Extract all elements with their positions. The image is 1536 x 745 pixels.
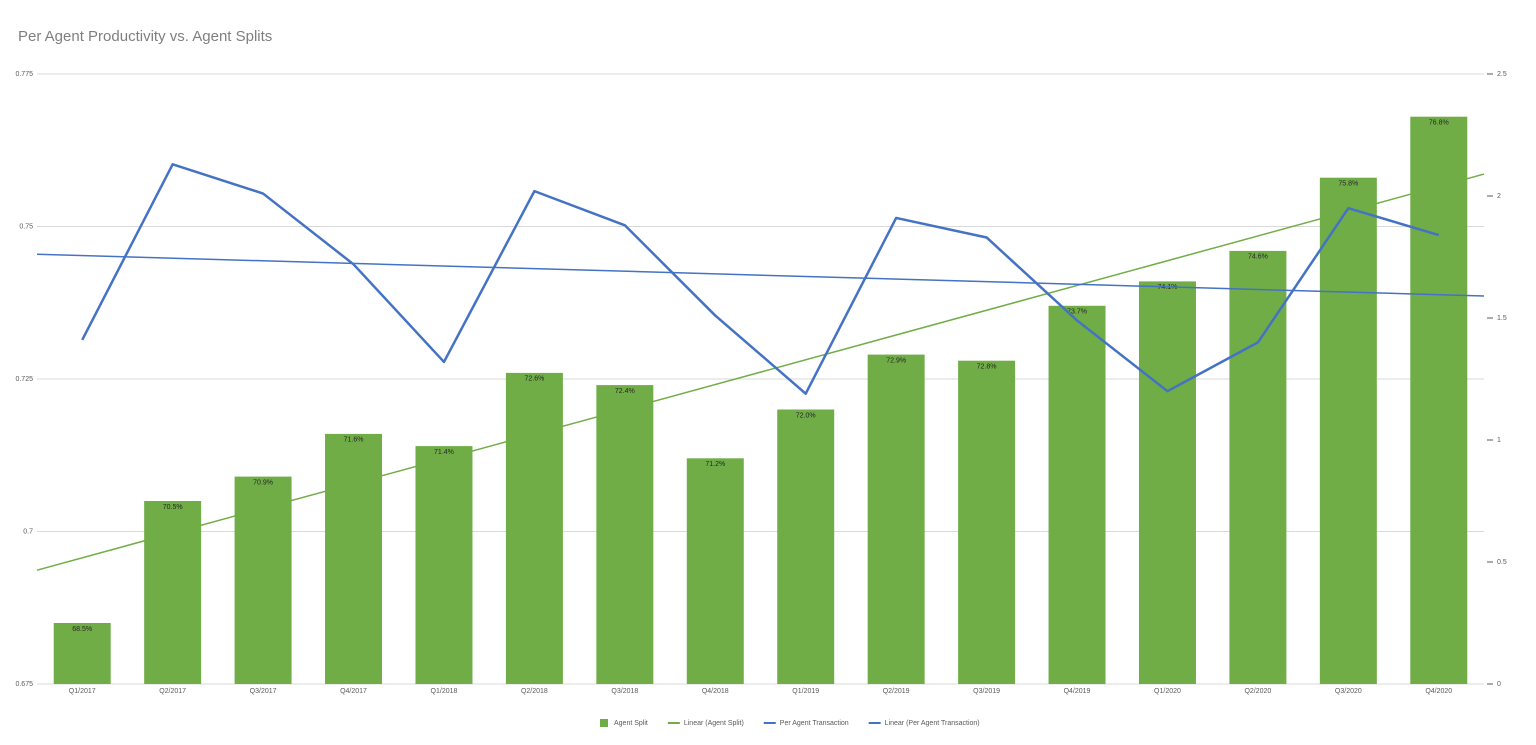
bar: [686, 458, 744, 684]
y2-tick-label: 1: [1497, 437, 1501, 444]
bar: [1229, 250, 1287, 684]
x-tick-label: Q3/2018: [611, 688, 638, 695]
x-tick-label: Q1/2018: [431, 688, 458, 695]
y-tick-label: 0.75: [19, 223, 33, 230]
data-label: 74.1%: [1158, 284, 1178, 291]
bar: [1048, 305, 1106, 684]
data-label: 71.4%: [434, 449, 454, 456]
trendline: [36, 253, 1485, 297]
x-tick-label: Q3/2020: [1335, 688, 1362, 695]
legend-label: Linear (Per Agent Transaction): [885, 720, 980, 727]
y2-tick-label: 2.5: [1497, 71, 1507, 78]
x-tick-label: Q4/2019: [1064, 688, 1091, 695]
bar: [144, 501, 202, 684]
data-label: 72.0%: [796, 412, 816, 419]
data-label: 72.6%: [524, 376, 544, 383]
bar: [1410, 116, 1468, 684]
bar: [505, 372, 563, 684]
x-tick-label: Q3/2017: [250, 688, 277, 695]
trendline: [36, 173, 1485, 571]
y2-tick-label: 2: [1497, 193, 1501, 200]
x-tick-label: Q1/2019: [792, 688, 819, 695]
legend-swatch: [600, 719, 608, 727]
y2-tick-label: 0: [1497, 681, 1501, 688]
x-tick-label: Q2/2019: [883, 688, 910, 695]
y2-tick-label: 0.5: [1497, 559, 1507, 566]
data-label: 71.2%: [705, 461, 725, 468]
data-label: 72.4%: [615, 388, 635, 395]
data-label: 70.5%: [163, 504, 183, 511]
x-tick-label: Q2/2020: [1244, 688, 1271, 695]
legend-label: Agent Split: [614, 720, 648, 727]
legend-label: Per Agent Transaction: [780, 720, 849, 727]
bar: [234, 476, 292, 684]
y2-tick-label: 1.5: [1497, 315, 1507, 322]
y-tick-label: 0.725: [15, 376, 33, 383]
x-tick-label: Q1/2017: [69, 688, 96, 695]
bar: [1138, 281, 1196, 684]
data-label: 74.6%: [1248, 254, 1268, 261]
data-label: 72.8%: [977, 364, 997, 371]
bar: [53, 623, 111, 684]
x-tick-label: Q4/2017: [340, 688, 367, 695]
x-tick-label: Q4/2018: [702, 688, 729, 695]
x-tick-label: Q3/2019: [973, 688, 1000, 695]
line: [81, 163, 1440, 395]
y-tick-label: 0.675: [15, 681, 33, 688]
x-tick-label: Q1/2020: [1154, 688, 1181, 695]
bar: [415, 446, 473, 684]
y-tick-label: 0.775: [15, 71, 33, 78]
x-tick-label: Q2/2018: [521, 688, 548, 695]
bar: [596, 385, 654, 684]
bar: [958, 360, 1016, 684]
data-label: 70.9%: [253, 479, 273, 486]
y-tick-label: 0.7: [23, 528, 33, 535]
bar: [325, 433, 383, 684]
x-tick-label: Q4/2020: [1425, 688, 1452, 695]
data-label: 71.6%: [344, 437, 364, 444]
bar: [867, 354, 925, 684]
data-label: 72.9%: [886, 357, 906, 364]
data-label: 76.8%: [1429, 120, 1449, 127]
data-label: 68.5%: [72, 626, 92, 633]
x-tick-label: Q2/2017: [159, 688, 186, 695]
bar: [777, 409, 835, 684]
bar: [1319, 177, 1377, 684]
legend-label: Linear (Agent Split): [684, 720, 744, 727]
data-label: 73.7%: [1067, 309, 1087, 316]
data-label: 75.8%: [1338, 181, 1358, 188]
chart-title: Per Agent Productivity vs. Agent Splits: [18, 28, 272, 45]
